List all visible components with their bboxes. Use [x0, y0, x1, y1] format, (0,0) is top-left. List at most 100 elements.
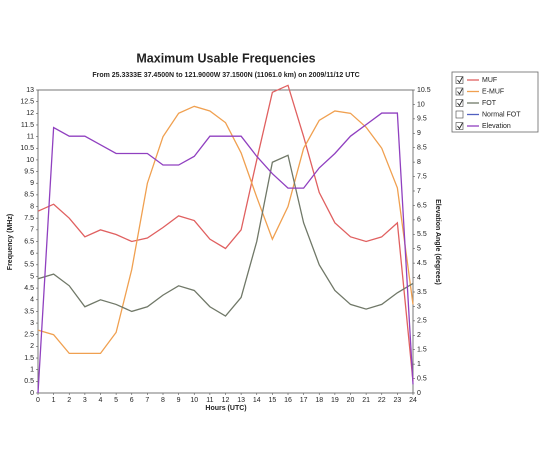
y2-tick-label: 3: [417, 303, 421, 310]
legend-label: FOT: [482, 100, 497, 107]
y2-tick-label: 6.5: [417, 202, 427, 209]
y-tick-label: 10: [26, 157, 34, 164]
legend-checkbox: [455, 76, 464, 84]
x-tick-label: 11: [206, 397, 213, 404]
x-tick-label: 10: [190, 397, 198, 404]
y2-tick-label: 1: [417, 361, 421, 368]
legend-box: [451, 71, 539, 133]
y2-tick-label: 9.5: [417, 116, 427, 123]
y2-axis-label: Elevation Angle (degrees): [434, 199, 441, 285]
y2-tick-label: 8: [417, 159, 421, 166]
series-line: [37, 154, 414, 317]
y-tick-label: 7.5: [24, 215, 34, 222]
legend-checkbox: [455, 99, 464, 107]
y-tick-label: 0.5: [24, 378, 34, 385]
y-tick-label: 10.5: [20, 145, 34, 152]
plot-frame: [37, 89, 414, 394]
legend-label: Normal FOT: [482, 111, 521, 118]
y-tick-label: 4.5: [24, 285, 34, 292]
x-tick-label: 13: [237, 397, 245, 404]
y-tick-label: 6.5: [24, 238, 34, 245]
y-tick-label: 5: [30, 273, 34, 280]
legend-checkbox: [455, 122, 464, 130]
y-tick-label: 7: [30, 227, 34, 234]
x-tick-label: 0: [36, 397, 40, 404]
y2-tick-label: 10: [417, 101, 425, 108]
x-tick-label: 21: [362, 397, 370, 404]
x-tick-label: 2: [67, 397, 71, 404]
y2-tick-label: 8.5: [417, 145, 427, 152]
y2-tick-label: 6: [417, 217, 421, 224]
legend-checkbox: [455, 110, 464, 119]
y2-tick-label: 4.5: [417, 260, 427, 267]
y-tick-label: 2.5: [24, 332, 34, 339]
x-tick-label: 22: [378, 397, 386, 404]
legend-label: MUF: [482, 77, 497, 84]
x-tick-label: 3: [83, 397, 87, 404]
y-tick-label: 12: [26, 110, 34, 117]
x-tick-label: 14: [253, 397, 261, 404]
y-tick-label: 12.5: [20, 98, 34, 105]
y2-tick-label: 7: [417, 188, 421, 195]
y-tick-label: 3.5: [24, 308, 34, 315]
y2-tick-label: 5: [417, 246, 421, 253]
x-tick-label: 9: [177, 397, 181, 404]
x-tick-label: 4: [99, 397, 103, 404]
y-tick-label: 6: [30, 250, 34, 257]
x-tick-label: 16: [284, 397, 292, 404]
series-line: [37, 84, 414, 382]
x-tick-label: 8: [161, 397, 165, 404]
series-line: [37, 105, 414, 355]
y2-tick-label: 3.5: [417, 289, 427, 296]
y-tick-label: 5.5: [24, 262, 34, 269]
x-tick-label: 6: [130, 397, 134, 404]
y-tick-label: 9: [30, 180, 34, 187]
y-tick-label: 9.5: [24, 168, 34, 175]
y2-tick-label: 5.5: [417, 231, 427, 238]
legend-label: E-MUF: [482, 88, 504, 95]
y-tick-label: 0: [30, 390, 34, 397]
x-tick-label: 15: [268, 397, 276, 404]
y2-tick-label: 1.5: [417, 347, 427, 354]
legend-check: [457, 122, 463, 130]
series-line: [37, 112, 414, 394]
legend-check: [457, 99, 463, 107]
x-tick-label: 20: [347, 397, 355, 404]
x-axis-label: Hours (UTC): [205, 405, 246, 412]
y-tick-label: 1: [30, 367, 34, 374]
y2-tick-label: 10.5: [417, 87, 431, 94]
y-tick-label: 1.5: [24, 355, 34, 362]
chart-title: Maximum Usable Frequencies: [136, 51, 315, 65]
x-tick-label: 1: [52, 397, 56, 404]
y2-tick-label: 0: [417, 390, 421, 397]
y2-tick-label: 4: [417, 274, 421, 281]
legend-check: [457, 88, 463, 95]
y-tick-label: 4: [30, 297, 34, 304]
legend-label: Elevation: [482, 123, 511, 130]
y2-tick-label: 9: [417, 130, 421, 137]
y-tick-label: 8: [30, 203, 34, 210]
y-tick-label: 13: [26, 87, 34, 94]
x-tick-label: 24: [409, 397, 417, 404]
y2-tick-label: 2: [417, 332, 421, 339]
y-axis-label: Frequency (MHz): [7, 214, 14, 270]
x-tick-label: 7: [145, 397, 149, 404]
x-tick-label: 17: [300, 397, 308, 404]
y-tick-label: 3: [30, 320, 34, 327]
y2-tick-label: 2.5: [417, 318, 427, 325]
y-tick-label: 2: [30, 343, 34, 350]
y-tick-label: 11.5: [21, 122, 34, 129]
y2-tick-label: 7.5: [417, 173, 427, 180]
x-tick-label: 18: [315, 397, 323, 404]
y-tick-label: 11: [27, 133, 34, 140]
y-tick-label: 8.5: [24, 192, 34, 199]
legend-check: [457, 76, 463, 84]
legend-checkbox: [455, 87, 464, 96]
x-tick-label: 12: [222, 397, 230, 404]
x-tick-label: 19: [331, 397, 339, 404]
chart-subtitle: From 25.3333E 37.4500N to 121.9000W 37.1…: [92, 72, 359, 79]
x-tick-label: 23: [393, 397, 401, 404]
y2-tick-label: 0.5: [417, 375, 427, 382]
x-tick-label: 5: [114, 397, 118, 404]
